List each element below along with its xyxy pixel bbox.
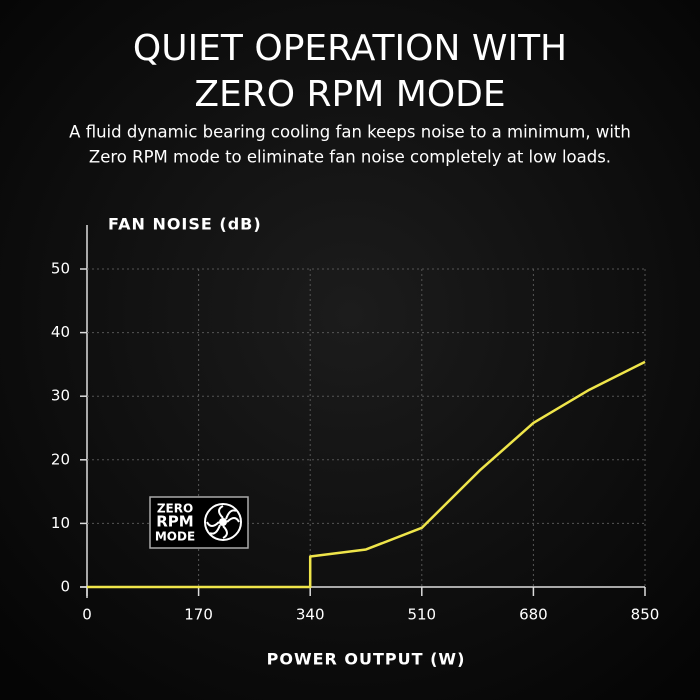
fan-blades: [206, 505, 240, 539]
title-line: ZERO RPM MODE: [194, 74, 505, 115]
y-tick-label: 40: [51, 323, 70, 341]
y-tick-label: 0: [60, 578, 70, 596]
subtitle-line: A fluid dynamic bearing cooling fan keep…: [69, 123, 631, 142]
x-tick-label: 170: [184, 606, 213, 624]
x-tick-label: 0: [82, 606, 92, 624]
x-tick-label: 850: [631, 606, 660, 624]
badge-text: ZERO: [157, 502, 193, 516]
y-axis-label: FAN NOISE (dB): [108, 215, 262, 234]
plot-area: 0 10 20 30 40 50 0 170 340 510 680 850: [51, 260, 659, 624]
zero-rpm-badge: ZERO RPM MODE: [149, 496, 249, 549]
subtitle-line: Zero RPM mode to eliminate fan noise com…: [89, 148, 611, 167]
x-tick-label: 340: [296, 606, 325, 624]
y-tick-label: 30: [51, 387, 70, 405]
fan-icon: [204, 503, 242, 541]
x-tick-label: 680: [519, 606, 548, 624]
badge-text: MODE: [155, 530, 195, 544]
title-line: QUIET OPERATION WITH: [133, 28, 567, 69]
badge-text: RPM: [156, 513, 193, 531]
y-tick-label: 20: [51, 450, 70, 468]
fan-hub: [219, 518, 227, 526]
y-tick-label: 50: [51, 260, 70, 278]
x-axis-label: POWER OUTPUT (W): [267, 650, 466, 669]
line-series: [87, 360, 646, 589]
x-tick-label: 510: [407, 606, 436, 624]
y-tick-label: 10: [51, 514, 70, 532]
